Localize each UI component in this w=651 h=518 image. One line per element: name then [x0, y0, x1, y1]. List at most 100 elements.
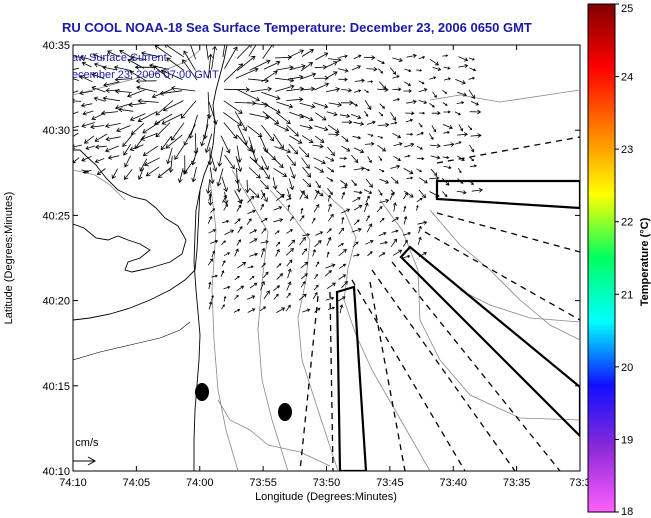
current-vector: [353, 54, 362, 60]
current-vector: [221, 240, 226, 245]
current-vector: [249, 187, 260, 199]
current-vector: [174, 145, 185, 160]
current-vector: [378, 68, 384, 74]
current-vector: [390, 112, 397, 121]
current-vector: [455, 79, 466, 85]
current-vector: [129, 70, 147, 82]
current-vector: [299, 215, 305, 222]
current-vector: [339, 156, 348, 160]
current-vector: [286, 97, 304, 103]
dashed-transect: [351, 279, 466, 471]
current-vector: [377, 122, 390, 128]
current-vector: [285, 197, 292, 201]
current-vector: [73, 157, 80, 164]
current-vector: [338, 77, 348, 82]
current-vector: [403, 205, 407, 213]
legend-date: December 23, 2006 07:00 GMT: [64, 69, 219, 81]
current-vector: [275, 248, 280, 257]
bathymetry-contour: [429, 209, 580, 341]
current-vector: [236, 55, 256, 72]
current-vector: [183, 158, 196, 175]
current-vector: [73, 125, 80, 129]
current-vector: [314, 307, 321, 313]
current-vector: [130, 123, 145, 135]
current-vector: [312, 248, 316, 257]
current-vector: [202, 113, 210, 140]
current-vector: [429, 58, 440, 66]
current-vector: [136, 85, 157, 93]
current-vector: [222, 45, 226, 57]
current-vector: [275, 84, 295, 92]
bathymetry-contour: [321, 189, 431, 471]
current-vector: [259, 179, 269, 190]
current-vector: [287, 204, 291, 211]
current-vector: [315, 112, 327, 121]
current-vector: [402, 231, 411, 236]
current-vector: [249, 238, 258, 244]
current-vector: [144, 157, 160, 167]
current-vector: [275, 65, 294, 71]
current-vector: [403, 190, 414, 198]
current-vector: [458, 63, 469, 68]
current-vector: [298, 293, 307, 301]
current-vector: [105, 136, 121, 142]
barrier-beach: [193, 189, 201, 471]
current-vector: [458, 124, 464, 132]
current-vector: [206, 92, 212, 119]
current-vector: [300, 281, 306, 288]
current-vector: [301, 157, 310, 169]
current-vector: [250, 86, 272, 93]
current-vector: [312, 291, 318, 300]
current-vector: [211, 274, 218, 278]
current-vector: [103, 81, 120, 88]
current-vector: [247, 265, 254, 269]
legend-title: Raw Surface Current: [64, 52, 167, 64]
current-vector: [223, 100, 243, 114]
current-vector: [73, 132, 79, 140]
current-vector: [454, 111, 461, 116]
current-vector: [286, 229, 293, 234]
current-vector: [234, 294, 239, 300]
current-vector: [419, 111, 426, 115]
current-vector: [468, 57, 475, 61]
current-vector: [327, 188, 333, 195]
current-vector: [180, 100, 197, 119]
current-vector: [315, 180, 321, 189]
bathymetry-contour: [269, 189, 339, 471]
current-vector: [289, 166, 296, 179]
current-vector: [327, 306, 335, 310]
current-vector: [457, 91, 468, 97]
current-vector: [471, 188, 483, 193]
current-vector: [128, 102, 147, 108]
current-vector: [313, 157, 326, 165]
current-vector: [405, 118, 414, 123]
current-vector: [312, 143, 324, 149]
current-vector: [326, 111, 338, 117]
current-vector: [402, 239, 408, 247]
current-vector: [431, 125, 437, 133]
current-vector: [93, 96, 106, 102]
current-vector: [377, 135, 384, 139]
current-vector: [237, 225, 243, 234]
current-vector: [260, 189, 268, 203]
current-vector: [406, 53, 417, 58]
station-marker: [278, 403, 292, 421]
current-vector: [443, 142, 455, 147]
current-vector: [286, 292, 291, 299]
current-vector: [353, 204, 363, 211]
current-vector: [470, 133, 482, 138]
current-vector: [326, 251, 330, 258]
x-tick-label: 73:35: [503, 477, 531, 489]
current-vector: [81, 122, 95, 128]
current-vector: [301, 49, 315, 57]
current-vector: [389, 192, 394, 200]
current-vector: [160, 69, 183, 80]
current-vector: [300, 62, 314, 72]
station-marker: [195, 383, 209, 401]
current-vector: [73, 144, 82, 149]
current-vector: [416, 157, 425, 161]
current-vector: [273, 206, 283, 211]
current-vector: [289, 216, 294, 222]
current-vector: [404, 68, 412, 73]
current-vector: [404, 154, 411, 158]
